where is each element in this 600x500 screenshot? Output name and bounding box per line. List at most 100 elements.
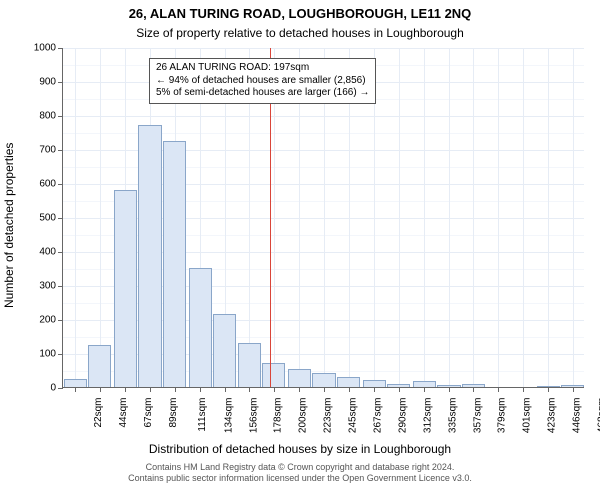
histogram-bar: [537, 386, 560, 387]
chart-footer: Contains HM Land Registry data © Crown c…: [0, 462, 600, 485]
x-tick-label: 290sqm: [398, 398, 409, 434]
histogram-bar: [437, 385, 460, 387]
y-tick-label: 100: [16, 349, 56, 360]
y-tick-mark: [58, 286, 63, 287]
histogram-bar: [138, 125, 161, 387]
x-tick-label: 223sqm: [323, 398, 334, 434]
histogram-bar: [163, 141, 186, 388]
histogram-bar: [462, 384, 485, 387]
x-tick-mark: [523, 387, 524, 392]
y-tick-label: 800: [16, 111, 56, 122]
histogram-bar: [312, 373, 335, 387]
x-tick-mark: [424, 387, 425, 392]
x-tick-label: 67sqm: [143, 398, 154, 428]
x-tick-label: 178sqm: [273, 398, 284, 434]
plot-area: 26 ALAN TURING ROAD: 197sqm ← 94% of det…: [62, 48, 584, 388]
x-tick-label: 312sqm: [422, 398, 433, 434]
x-tick-mark: [399, 387, 400, 392]
x-tick-label: 200sqm: [297, 398, 308, 434]
y-tick-label: 500: [16, 213, 56, 224]
y-tick-mark: [58, 150, 63, 151]
histogram-bar: [363, 380, 386, 387]
annotation-box: 26 ALAN TURING ROAD: 197sqm ← 94% of det…: [149, 58, 376, 104]
chart-title-address: 26, ALAN TURING ROAD, LOUGHBOROUGH, LE11…: [0, 6, 600, 21]
chart-subtitle: Size of property relative to detached ho…: [0, 26, 600, 40]
histogram-bar: [238, 343, 261, 387]
y-tick-label: 200: [16, 315, 56, 326]
gridline-v: [424, 48, 425, 387]
x-tick-label: 89sqm: [168, 398, 179, 428]
x-tick-mark: [299, 387, 300, 392]
histogram-bar: [413, 381, 436, 387]
footer-line-2: Contains public sector information licen…: [0, 473, 600, 484]
x-tick-mark: [75, 387, 76, 392]
histogram-bar: [387, 384, 410, 387]
x-tick-label: 423sqm: [546, 398, 557, 434]
annotation-line-1: 26 ALAN TURING ROAD: 197sqm: [156, 62, 369, 75]
x-tick-label: 111sqm: [197, 398, 208, 432]
x-tick-mark: [473, 387, 474, 392]
x-tick-mark: [498, 387, 499, 392]
x-tick-mark: [175, 387, 176, 392]
x-tick-mark: [374, 387, 375, 392]
x-tick-label: 379sqm: [497, 398, 508, 434]
x-tick-mark: [573, 387, 574, 392]
footer-line-1: Contains HM Land Registry data © Crown c…: [0, 462, 600, 473]
x-tick-mark: [100, 387, 101, 392]
x-tick-label: 245sqm: [348, 398, 359, 434]
gridline-v: [449, 48, 450, 387]
y-tick-mark: [58, 48, 63, 49]
x-tick-label: 44sqm: [118, 398, 129, 428]
chart-container: 26, ALAN TURING ROAD, LOUGHBOROUGH, LE11…: [0, 0, 600, 500]
histogram-bar: [288, 369, 311, 387]
y-tick-mark: [58, 388, 63, 389]
y-tick-mark: [58, 184, 63, 185]
y-tick-label: 1000: [16, 43, 56, 54]
x-tick-label: 22sqm: [93, 398, 104, 428]
x-tick-label: 335sqm: [448, 398, 459, 434]
y-tick-mark: [58, 116, 63, 117]
x-tick-mark: [225, 387, 226, 392]
gridline-v: [573, 48, 574, 387]
gridline-v: [548, 48, 549, 387]
histogram-bar: [189, 268, 212, 387]
x-tick-label: 401sqm: [522, 398, 533, 434]
histogram-bar: [337, 377, 360, 387]
y-tick-mark: [58, 320, 63, 321]
x-tick-label: 446sqm: [572, 398, 583, 434]
x-tick-mark: [449, 387, 450, 392]
histogram-bar: [561, 385, 584, 387]
gridline-v: [399, 48, 400, 387]
y-tick-label: 900: [16, 77, 56, 88]
annotation-line-3: 5% of semi-detached houses are larger (1…: [156, 87, 369, 100]
y-tick-label: 700: [16, 145, 56, 156]
x-tick-label: 357sqm: [473, 398, 484, 434]
annotation-line-2: ← 94% of detached houses are smaller (2,…: [156, 75, 369, 88]
x-tick-mark: [274, 387, 275, 392]
x-axis-label: Distribution of detached houses by size …: [0, 442, 600, 456]
x-tick-mark: [249, 387, 250, 392]
y-tick-label: 400: [16, 247, 56, 258]
y-tick-label: 0: [16, 383, 56, 394]
x-tick-label: 267sqm: [372, 398, 383, 434]
gridline-v: [523, 48, 524, 387]
histogram-bar: [88, 345, 111, 388]
x-tick-mark: [548, 387, 549, 392]
y-tick-label: 600: [16, 179, 56, 190]
x-tick-mark: [349, 387, 350, 392]
y-axis-label: Number of detached properties: [2, 143, 16, 308]
gridline-v: [100, 48, 101, 387]
x-tick-label: 156sqm: [248, 398, 259, 434]
y-tick-mark: [58, 218, 63, 219]
x-tick-label: 468sqm: [596, 398, 600, 434]
x-tick-mark: [324, 387, 325, 392]
gridline-v: [75, 48, 76, 387]
gridline-v: [498, 48, 499, 387]
y-tick-mark: [58, 82, 63, 83]
y-tick-mark: [58, 354, 63, 355]
x-tick-mark: [150, 387, 151, 392]
histogram-bar: [114, 190, 137, 387]
histogram-bar: [64, 379, 87, 388]
y-tick-mark: [58, 252, 63, 253]
x-tick-mark: [125, 387, 126, 392]
